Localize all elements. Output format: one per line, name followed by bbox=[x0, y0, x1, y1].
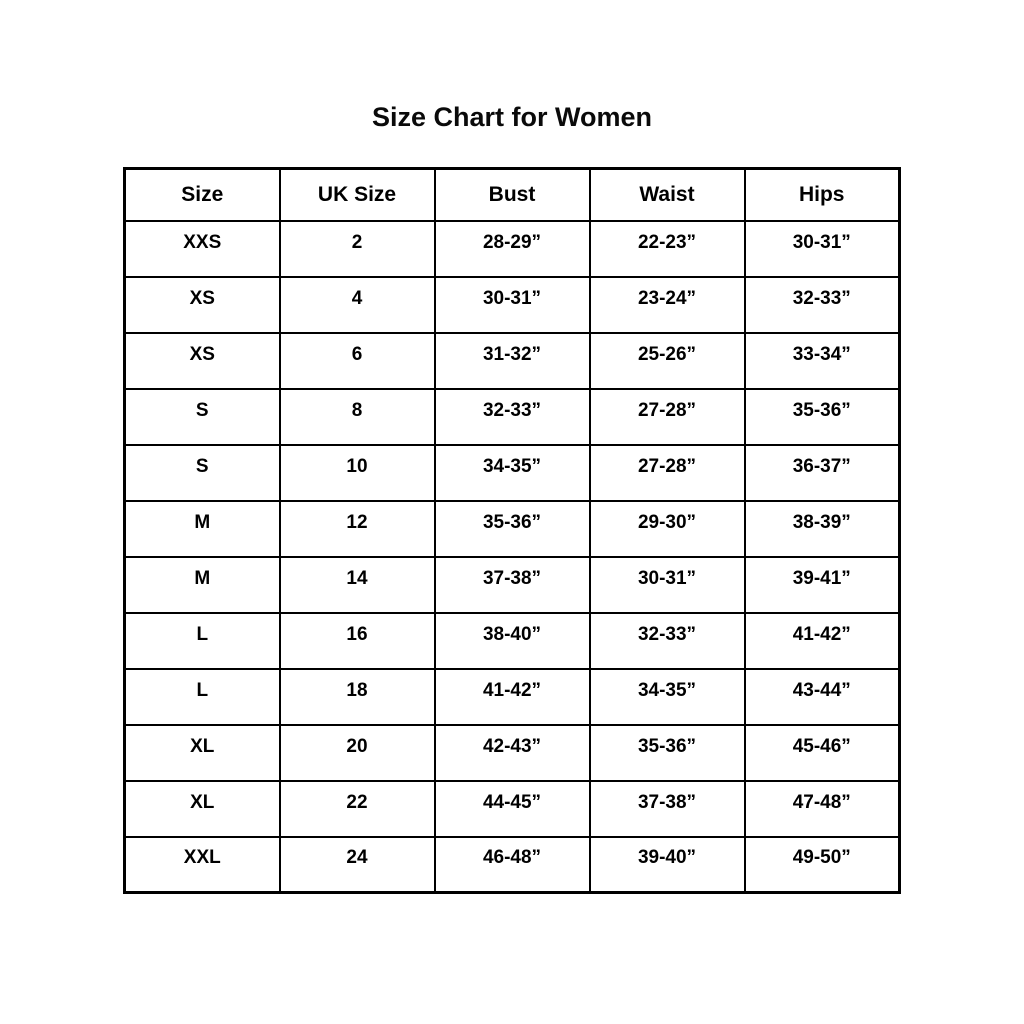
cell-waist: 29-30” bbox=[588, 499, 746, 558]
table-row: S 8 32-33” 27-28” 35-36” bbox=[123, 387, 901, 446]
cell-waist: 39-40” bbox=[588, 835, 746, 894]
column-header-size: Size bbox=[123, 167, 281, 222]
cell-bust: 42-43” bbox=[433, 723, 591, 782]
cell-hips: 35-36” bbox=[743, 387, 901, 446]
table-row: XS 6 31-32” 25-26” 33-34” bbox=[123, 331, 901, 390]
cell-uk-size: 2 bbox=[278, 219, 436, 278]
cell-uk-size: 20 bbox=[278, 723, 436, 782]
cell-uk-size: 8 bbox=[278, 387, 436, 446]
cell-waist: 25-26” bbox=[588, 331, 746, 390]
column-header-uk-size: UK Size bbox=[278, 167, 436, 222]
page-title: Size Chart for Women bbox=[371, 102, 653, 132]
cell-bust: 30-31” bbox=[433, 275, 591, 334]
column-header-waist: Waist bbox=[588, 167, 746, 222]
cell-hips: 45-46” bbox=[743, 723, 901, 782]
cell-bust: 31-32” bbox=[433, 331, 591, 390]
cell-size: L bbox=[123, 667, 281, 726]
cell-hips: 32-33” bbox=[743, 275, 901, 334]
cell-uk-size: 24 bbox=[278, 835, 436, 894]
cell-hips: 30-31” bbox=[743, 219, 901, 278]
cell-hips: 39-41” bbox=[743, 555, 901, 614]
cell-hips: 38-39” bbox=[743, 499, 901, 558]
cell-bust: 38-40” bbox=[433, 611, 591, 670]
cell-size: S bbox=[123, 443, 281, 502]
table-row: M 14 37-38” 30-31” 39-41” bbox=[123, 555, 901, 614]
cell-hips: 49-50” bbox=[743, 835, 901, 894]
table-row: XXS 2 28-29” 22-23” 30-31” bbox=[123, 219, 901, 278]
table-row: XS 4 30-31” 23-24” 32-33” bbox=[123, 275, 901, 334]
cell-size: L bbox=[123, 611, 281, 670]
table-header: Size UK Size Bust Waist Hips bbox=[123, 167, 901, 222]
cell-hips: 33-34” bbox=[743, 331, 901, 390]
cell-size: XXL bbox=[123, 835, 281, 894]
cell-hips: 41-42” bbox=[743, 611, 901, 670]
cell-bust: 35-36” bbox=[433, 499, 591, 558]
cell-size: XL bbox=[123, 723, 281, 782]
cell-waist: 23-24” bbox=[588, 275, 746, 334]
table-row: XL 22 44-45” 37-38” 47-48” bbox=[123, 779, 901, 838]
cell-uk-size: 4 bbox=[278, 275, 436, 334]
table-row: M 12 35-36” 29-30” 38-39” bbox=[123, 499, 901, 558]
cell-waist: 34-35” bbox=[588, 667, 746, 726]
cell-size: S bbox=[123, 387, 281, 446]
cell-uk-size: 14 bbox=[278, 555, 436, 614]
cell-uk-size: 12 bbox=[278, 499, 436, 558]
table-row: XL 20 42-43” 35-36” 45-46” bbox=[123, 723, 901, 782]
cell-hips: 47-48” bbox=[743, 779, 901, 838]
cell-waist: 32-33” bbox=[588, 611, 746, 670]
cell-bust: 34-35” bbox=[433, 443, 591, 502]
cell-waist: 37-38” bbox=[588, 779, 746, 838]
cell-hips: 36-37” bbox=[743, 443, 901, 502]
cell-uk-size: 16 bbox=[278, 611, 436, 670]
cell-bust: 41-42” bbox=[433, 667, 591, 726]
cell-uk-size: 6 bbox=[278, 331, 436, 390]
cell-bust: 37-38” bbox=[433, 555, 591, 614]
cell-waist: 30-31” bbox=[588, 555, 746, 614]
cell-waist: 35-36” bbox=[588, 723, 746, 782]
cell-size: M bbox=[123, 499, 281, 558]
table-row: XXL 24 46-48” 39-40” 49-50” bbox=[123, 835, 901, 894]
cell-bust: 46-48” bbox=[433, 835, 591, 894]
table-row: L 16 38-40” 32-33” 41-42” bbox=[123, 611, 901, 670]
cell-uk-size: 18 bbox=[278, 667, 436, 726]
cell-waist: 22-23” bbox=[588, 219, 746, 278]
cell-uk-size: 22 bbox=[278, 779, 436, 838]
cell-uk-size: 10 bbox=[278, 443, 436, 502]
header-row: Size UK Size Bust Waist Hips bbox=[123, 167, 901, 222]
cell-hips: 43-44” bbox=[743, 667, 901, 726]
cell-size: XS bbox=[123, 331, 281, 390]
table-row: L 18 41-42” 34-35” 43-44” bbox=[123, 667, 901, 726]
cell-size: M bbox=[123, 555, 281, 614]
cell-size: XS bbox=[123, 275, 281, 334]
size-chart-table: Size UK Size Bust Waist Hips XXS 2 28-29… bbox=[123, 167, 901, 894]
cell-waist: 27-28” bbox=[588, 443, 746, 502]
table-row: S 10 34-35” 27-28” 36-37” bbox=[123, 443, 901, 502]
cell-size: XL bbox=[123, 779, 281, 838]
cell-bust: 44-45” bbox=[433, 779, 591, 838]
column-header-bust: Bust bbox=[433, 167, 591, 222]
cell-size: XXS bbox=[123, 219, 281, 278]
cell-bust: 28-29” bbox=[433, 219, 591, 278]
cell-bust: 32-33” bbox=[433, 387, 591, 446]
column-header-hips: Hips bbox=[743, 167, 901, 222]
table-body: XXS 2 28-29” 22-23” 30-31” XS 4 30-31” 2… bbox=[123, 219, 901, 894]
cell-waist: 27-28” bbox=[588, 387, 746, 446]
